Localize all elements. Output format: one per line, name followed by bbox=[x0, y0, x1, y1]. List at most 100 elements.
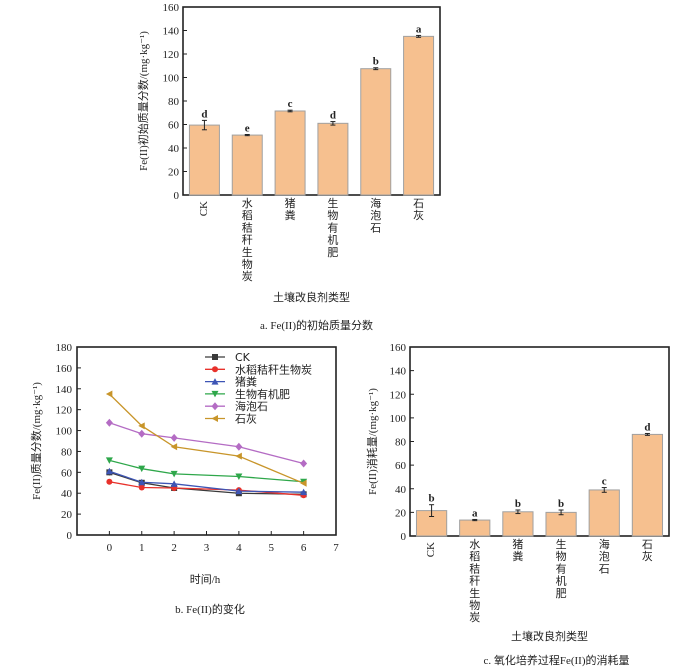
marker-triangle-left bbox=[105, 390, 113, 398]
y-tick-label: 120 bbox=[56, 405, 73, 417]
series-2 bbox=[105, 467, 308, 496]
x-category-label-char: 物 bbox=[242, 257, 253, 271]
x-category-label-char: 海 bbox=[599, 537, 610, 551]
bar bbox=[631, 433, 664, 537]
y-axis-label: Fe(II)初始质量分数/(mg·kg⁻¹) bbox=[136, 31, 150, 171]
x-category-label-char: 生 bbox=[556, 537, 567, 551]
marker-circle bbox=[212, 366, 218, 373]
legend-label: 海泡石 bbox=[235, 399, 268, 413]
y-tick-label: 120 bbox=[163, 49, 180, 61]
bar bbox=[403, 35, 435, 196]
bar bbox=[588, 489, 620, 537]
significance-label: b bbox=[429, 493, 435, 505]
x-category-label-char: 猪 bbox=[285, 197, 296, 210]
x-tick-label: 0 bbox=[107, 542, 113, 554]
x-category-label-char: 水 bbox=[242, 197, 253, 210]
marker-triangle-up bbox=[235, 487, 243, 495]
marker-triangle-left bbox=[170, 443, 178, 451]
series-5 bbox=[105, 390, 307, 487]
x-category-label-char: 泡 bbox=[370, 208, 381, 222]
x-category-label-char: 肥 bbox=[327, 246, 338, 259]
x-tick-label: 2 bbox=[171, 542, 177, 554]
x-category-label: 水稻秸秆生物炭 bbox=[469, 538, 480, 624]
bar bbox=[360, 68, 392, 196]
significance-label: a bbox=[472, 507, 478, 519]
significance-label: e bbox=[245, 122, 250, 134]
marker-triangle-down bbox=[170, 470, 178, 478]
y-tick-label: 60 bbox=[61, 467, 73, 479]
x-category-label-char: 灰 bbox=[642, 549, 653, 563]
x-category-label-char: 石 bbox=[370, 221, 381, 234]
x-category-label-char: 肥 bbox=[556, 587, 567, 600]
x-axis-label: 时间/h bbox=[190, 573, 221, 586]
figure-caption: c. 氧化培养过程Fe(II)的消耗量 bbox=[483, 653, 629, 667]
y-tick-label: 80 bbox=[395, 437, 407, 449]
bar bbox=[188, 124, 220, 196]
significance-label: b bbox=[515, 498, 521, 510]
x-category-label: 海泡石 bbox=[599, 537, 610, 575]
x-category-label-char: 有 bbox=[327, 220, 338, 234]
legend-label: 生物有机肥 bbox=[235, 387, 290, 401]
series-line bbox=[109, 422, 304, 465]
marker-diamond bbox=[105, 418, 113, 427]
significance-label: d bbox=[201, 108, 207, 120]
series-line bbox=[108, 393, 304, 484]
y-tick-label: 0 bbox=[67, 530, 73, 542]
marker-triangle-left bbox=[300, 479, 307, 487]
x-category-label-char: 物 bbox=[469, 598, 480, 612]
y-tick-label: 100 bbox=[390, 413, 407, 425]
x-tick-label: 6 bbox=[301, 542, 307, 554]
significance-label: d bbox=[644, 421, 650, 433]
x-category-label-char: 生 bbox=[469, 586, 480, 600]
y-tick-label: 160 bbox=[390, 342, 407, 354]
y-tick-label: 40 bbox=[61, 488, 73, 500]
marker-triangle-left bbox=[138, 422, 145, 430]
x-category-label-char: 秆 bbox=[242, 234, 253, 247]
x-tick-label: 4 bbox=[236, 542, 242, 554]
y-tick-label: 140 bbox=[56, 384, 73, 396]
y-tick-label: 0 bbox=[401, 531, 407, 543]
marker-triangle-down bbox=[211, 390, 219, 398]
marker-triangle-down bbox=[235, 473, 243, 481]
x-category-label-char: 物 bbox=[556, 549, 567, 563]
marker-diamond bbox=[300, 459, 308, 468]
y-tick-label: 60 bbox=[395, 460, 407, 472]
legend-label: CK bbox=[235, 351, 251, 364]
y-tick-label: 120 bbox=[390, 389, 407, 401]
significance-label: d bbox=[330, 110, 336, 122]
x-category-label-char: 秆 bbox=[469, 575, 480, 588]
significance-label: c bbox=[288, 98, 293, 110]
x-category-label-char: 炭 bbox=[469, 611, 480, 624]
x-category-label-char: 机 bbox=[556, 574, 567, 588]
y-tick-label: 100 bbox=[163, 73, 180, 85]
x-category-label-char: 物 bbox=[327, 208, 338, 222]
x-tick-label: 5 bbox=[269, 542, 275, 554]
marker-triangle-up bbox=[211, 378, 219, 385]
bar bbox=[545, 511, 577, 537]
marker-square bbox=[212, 354, 218, 360]
x-axis-label: 土壤改良剂类型 bbox=[273, 290, 350, 304]
marker-triangle-down bbox=[138, 465, 146, 473]
x-category-label-char: 稻 bbox=[469, 550, 480, 563]
marker-triangle-up bbox=[105, 467, 113, 475]
x-category-label-char: 稻 bbox=[242, 209, 253, 222]
significance-label: a bbox=[416, 23, 422, 35]
x-category-label-text: CK bbox=[425, 542, 437, 557]
x-category-label-char: 灰 bbox=[413, 208, 424, 222]
chart-c-fe-consumption: 020406080100120140160bCKa水稻秸秆生物炭b猪粪b生物有机… bbox=[365, 342, 670, 667]
significance-label: b bbox=[373, 56, 379, 68]
marker-circle bbox=[138, 484, 145, 491]
series-line bbox=[109, 481, 304, 496]
chart-a-initial-fe: 020406080100120140160dCKe水稻秸秆生物炭c猪粪d生物有机… bbox=[136, 2, 441, 332]
x-category-label-char: 猪 bbox=[512, 538, 523, 551]
x-category-label: 石灰 bbox=[642, 538, 653, 563]
legend-label: 水稻秸秆生物炭 bbox=[235, 362, 312, 376]
x-category-label-char: 秸 bbox=[242, 221, 253, 234]
x-category-label-text: CK bbox=[198, 201, 210, 216]
marker-diamond bbox=[138, 429, 146, 438]
x-category-label-char: 粪 bbox=[512, 549, 523, 563]
marker-circle bbox=[106, 478, 113, 485]
plot-frame bbox=[182, 6, 441, 196]
y-tick-label: 160 bbox=[56, 363, 73, 375]
